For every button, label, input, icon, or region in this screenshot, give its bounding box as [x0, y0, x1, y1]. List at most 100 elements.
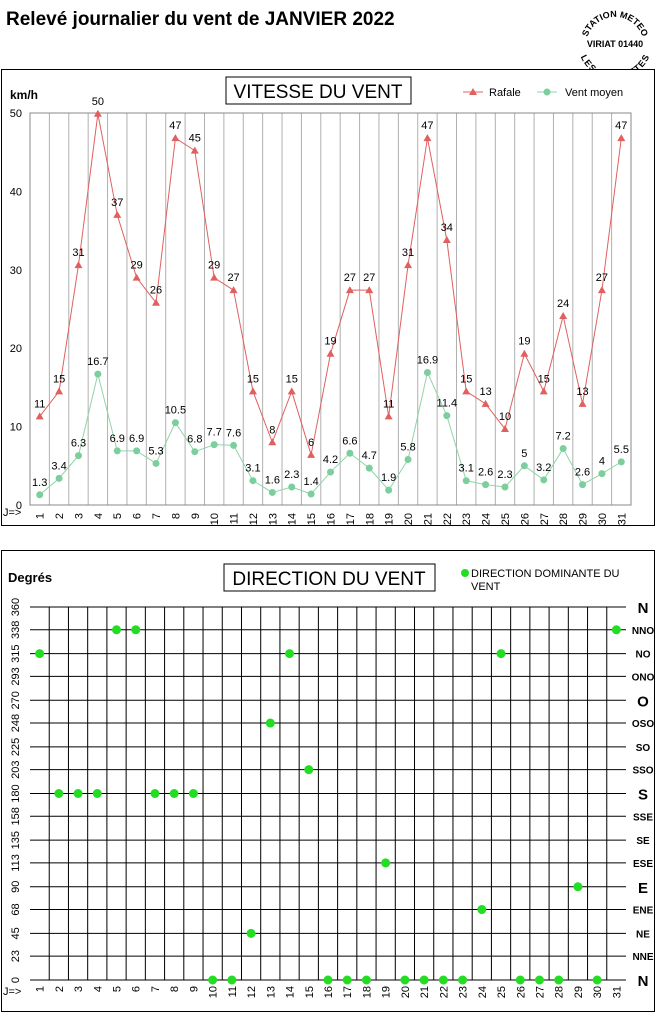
gust-data-label: 15	[53, 373, 65, 385]
direction-x-tick-label: 16	[323, 986, 335, 998]
gust-point	[229, 286, 238, 294]
direction-point	[92, 789, 102, 798]
gust-data-label: 27	[344, 272, 356, 284]
direction-point	[419, 975, 429, 985]
speed-x-tick-label: 16	[326, 513, 338, 525]
gust-point	[404, 261, 413, 269]
gust-data-label: 15	[247, 373, 259, 385]
direction-x-tick-label: 25	[496, 986, 508, 998]
compass-label: N	[638, 973, 649, 990]
mean-data-label: 16.7	[87, 356, 108, 368]
direction-compass-axis: N NNE NE ENE E ESE SE SSE S SSO SO OSO O ONO NO NNO N	[632, 600, 655, 990]
direction-x-tick-label: 27	[534, 986, 546, 998]
direction-x-tick-label: 9	[188, 986, 200, 992]
mean-point	[501, 483, 509, 491]
mean-point	[443, 412, 451, 420]
mean-point	[113, 447, 121, 455]
direction-y-tick-label: 135	[10, 831, 22, 849]
gust-data-label: 19	[324, 336, 336, 348]
speed-x-tick-label: 5	[112, 513, 124, 519]
mean-point	[327, 468, 334, 476]
direction-point	[227, 975, 237, 985]
legend-gust-label: Rafale	[489, 87, 521, 99]
speed-x-tick-label: 22	[442, 513, 454, 525]
direction-x-tick-label: 10	[208, 986, 220, 998]
speed-x-tick-label: 21	[422, 513, 434, 525]
direction-point	[150, 789, 160, 798]
mean-data-label: 5	[521, 448, 527, 460]
compass-label: SO	[636, 743, 651, 754]
direction-x-tick-label: 5	[112, 986, 124, 992]
speed-x-tick-label: 26	[519, 513, 531, 525]
direction-x-axis: 1 2 3 4 5 6 7 8 9 10 11 12 13 14 15 16 17 18 19 20 21 22 23 24 2…	[35, 986, 624, 998]
direction-x-tick-label: 20	[400, 986, 412, 998]
speed-x-tick-label: 2	[54, 513, 66, 519]
compass-label: ONO	[632, 672, 655, 683]
gust-data-label: 15	[460, 373, 472, 385]
gust-point	[248, 387, 257, 395]
gust-data-label: 31	[402, 247, 414, 259]
direction-x-tick-label: 22	[438, 986, 450, 998]
gust-point	[384, 412, 393, 420]
mean-data-label: 4.7	[362, 450, 377, 462]
speed-x-tick-label: 1	[35, 513, 47, 519]
direction-y-tick-label: 180	[10, 784, 22, 802]
speed-y-tick-label: 0	[16, 500, 22, 512]
direction-x-tick-label: 4	[92, 986, 104, 992]
gust-data-label: 11	[383, 398, 394, 410]
mean-data-label: 7.6	[226, 427, 241, 439]
direction-y-tick-label: 90	[10, 881, 22, 893]
gust-data-label: 29	[131, 260, 143, 272]
compass-label: SE	[636, 836, 650, 847]
mean-data-label: 4	[599, 456, 605, 468]
speed-x-tick-label: 12	[248, 513, 260, 525]
direction-x-tick-label: 13	[265, 986, 277, 998]
direction-point	[534, 975, 544, 985]
gust-data-label: 37	[111, 197, 123, 209]
gust-point	[210, 273, 219, 281]
gust-point	[365, 286, 374, 294]
gust-point	[190, 146, 199, 154]
direction-point	[54, 789, 64, 798]
direction-point	[458, 975, 468, 985]
speed-x-tick-label: 9	[190, 513, 202, 519]
gust-point	[442, 236, 451, 244]
direction-x-tick-label: 19	[381, 986, 393, 998]
direction-x-tick-label: 31	[611, 986, 623, 998]
direction-chart-gridlines	[30, 606, 626, 981]
mean-point	[74, 452, 82, 460]
direction-point	[342, 975, 352, 985]
direction-chart-frame	[1, 550, 655, 1012]
speed-x-tick-label: 7	[151, 513, 163, 519]
gust-point	[93, 109, 102, 117]
compass-label: N	[638, 600, 649, 617]
mean-data-label: 10.5	[165, 405, 186, 417]
direction-x-tick-label: 28	[554, 986, 566, 998]
speed-y-tick-label: 40	[10, 186, 22, 198]
direction-point	[381, 858, 391, 868]
direction-series	[35, 625, 621, 985]
gust-point	[74, 261, 83, 269]
gust-point	[287, 387, 296, 395]
direction-point	[438, 975, 448, 985]
legend-direction-label: DIRECTION DOMINANTE DU VENT	[471, 568, 623, 593]
direction-y-tick-label: 23	[10, 950, 22, 962]
gust-point	[481, 399, 490, 407]
mean-data-label: 3.1	[245, 463, 260, 475]
gust-point	[559, 312, 568, 320]
mean-point	[230, 441, 238, 449]
mean-data-label: 6.9	[110, 433, 125, 445]
direction-x-tick-label: 8	[169, 986, 181, 992]
direction-x-tick-label: 14	[285, 986, 297, 998]
mean-point	[462, 477, 470, 485]
mean-point	[617, 458, 625, 466]
mean-data-label: 6.6	[342, 435, 357, 447]
gust-point	[152, 298, 161, 306]
direction-x-tick-label: 30	[592, 986, 604, 998]
mean-data-label: 3.2	[536, 462, 551, 474]
speed-x-tick-label: 10	[209, 513, 221, 525]
gust-point	[617, 134, 626, 142]
compass-label: ESE	[633, 859, 653, 870]
direction-point	[496, 649, 506, 659]
mean-point	[191, 448, 199, 456]
